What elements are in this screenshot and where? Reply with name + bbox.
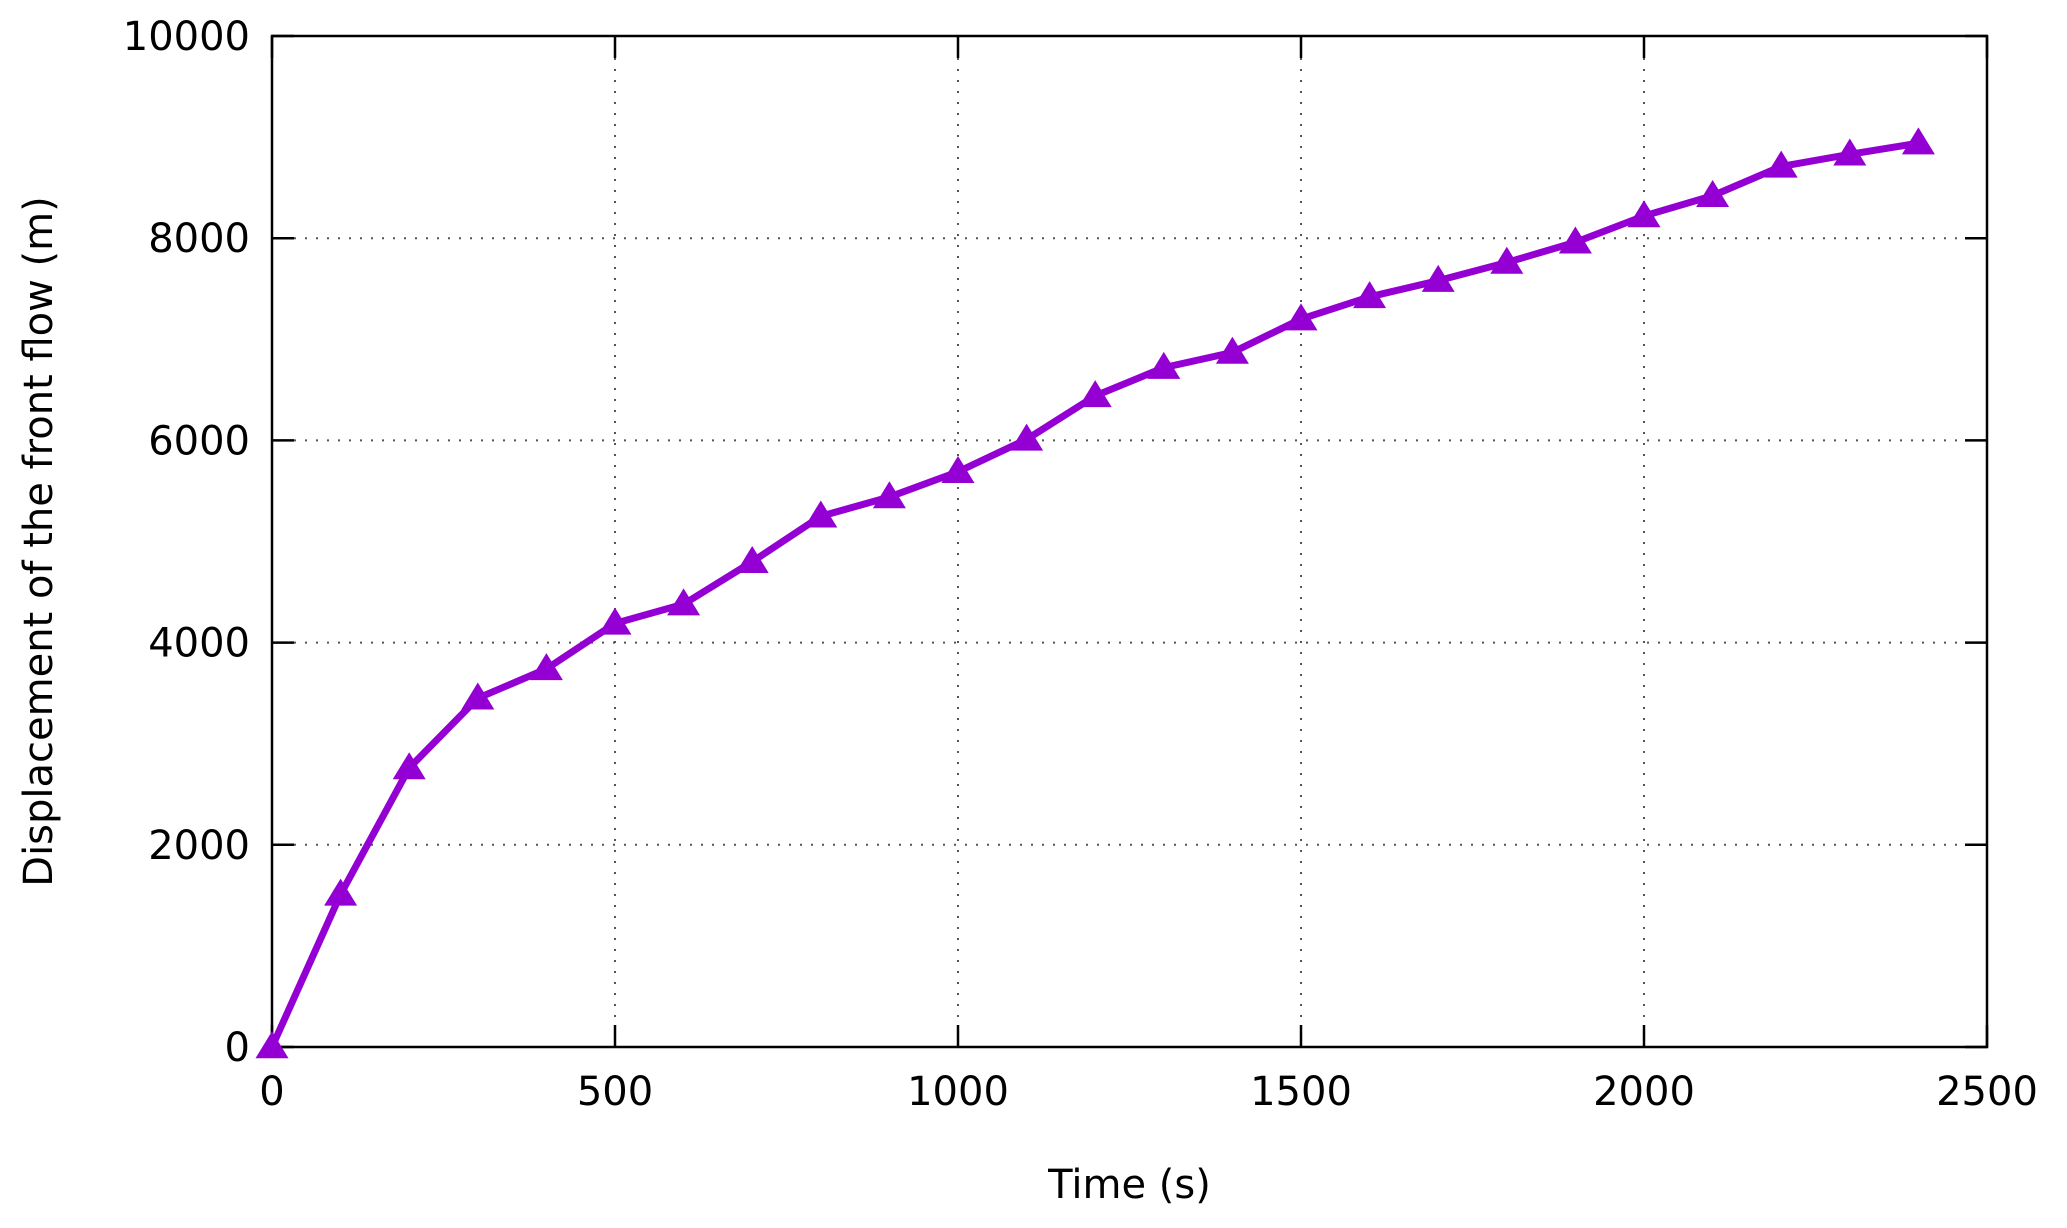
data-point-marker [1078,380,1112,408]
data-point-marker [804,500,838,528]
data-point-marker [324,878,358,906]
data-point-marker [1627,200,1661,228]
data-point-marker [1490,246,1524,274]
data-point-marker [529,653,563,681]
data-point-marker [1901,127,1935,155]
data-point-marker [1421,264,1455,292]
y-tick-label: 6000 [148,418,250,464]
x-tick-label: 500 [577,1069,653,1115]
series-layer [255,127,1935,1059]
y-tick-label: 10000 [123,14,250,60]
y-tick-label: 8000 [148,216,250,262]
data-point-marker [735,545,769,573]
y-tick-label: 2000 [148,823,250,869]
data-point-marker [392,752,426,780]
data-point-marker [1147,351,1181,379]
data-point-marker [1215,336,1249,364]
x-tick-label: 2500 [1936,1069,2038,1115]
data-point-marker [461,682,495,710]
x-tick-label: 0 [259,1069,284,1115]
data-point-marker [667,588,701,616]
data-point-marker [1353,281,1387,309]
data-point-marker [1696,179,1730,207]
y-axis-tick-labels: 0 2000 4000 6000 8000 10000 [123,14,250,1071]
data-point-marker [1284,303,1318,331]
x-tick-label: 2000 [1593,1069,1695,1115]
x-tick-label: 1500 [1250,1069,1352,1115]
plot-area-frame [270,34,1989,1049]
data-point-marker [1010,423,1044,451]
data-point-marker [598,607,632,635]
y-tick-label: 4000 [148,621,250,667]
x-axis-label: Time (s) [1047,1162,1211,1208]
series-line [268,139,1922,1051]
data-point-marker [1764,150,1798,178]
x-axis-tick-labels: 0 500 1000 1500 2000 2500 [259,1069,2038,1115]
y-axis-label: Displacement of the front flow (m) [16,196,62,886]
data-point-marker [255,1031,289,1059]
data-point-marker [872,481,906,509]
data-point-marker [1833,138,1867,166]
data-point-marker [941,455,975,483]
y-tick-label: 0 [225,1025,250,1071]
x-tick-label: 1000 [907,1069,1009,1115]
data-point-marker [1558,226,1592,254]
